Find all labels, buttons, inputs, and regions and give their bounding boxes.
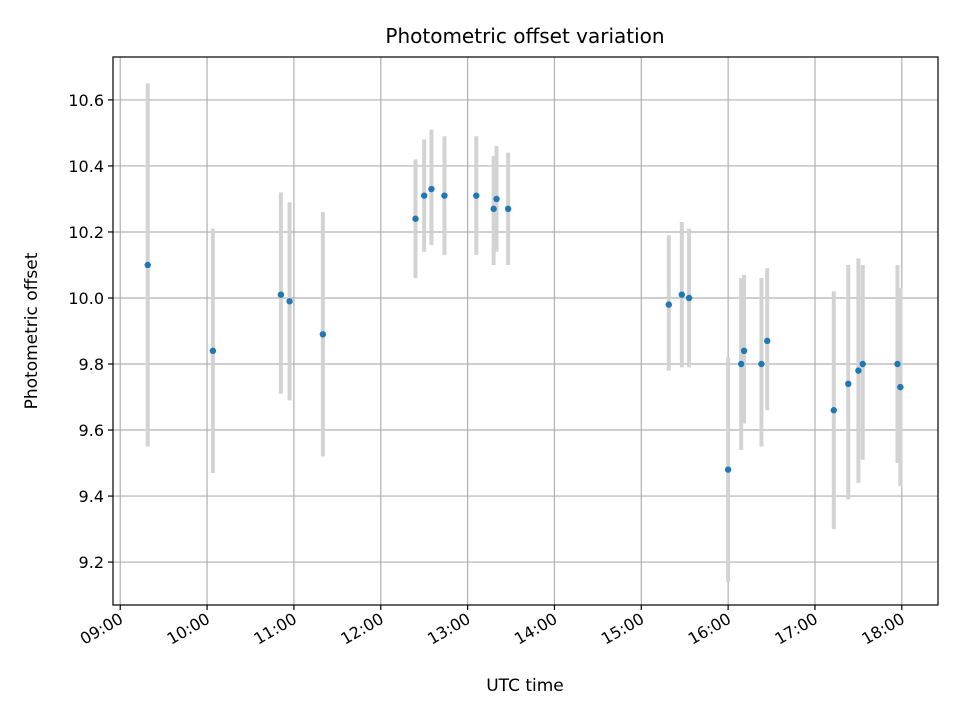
data-point bbox=[412, 215, 419, 222]
plot-area bbox=[113, 57, 938, 605]
y-tick-label: 10.4 bbox=[68, 157, 104, 176]
data-point bbox=[724, 466, 732, 473]
y-tick-label: 9.4 bbox=[79, 487, 104, 506]
plot-frame bbox=[112, 56, 939, 606]
data-point bbox=[897, 383, 904, 391]
data-point bbox=[277, 291, 285, 298]
data-point bbox=[493, 195, 500, 203]
data-point bbox=[473, 192, 480, 199]
data-point bbox=[319, 331, 327, 338]
data-points bbox=[144, 185, 904, 473]
data-point bbox=[420, 192, 428, 199]
y-tick-label: 9.8 bbox=[79, 355, 104, 374]
data-point bbox=[504, 205, 512, 213]
data-point bbox=[737, 360, 745, 368]
data-point bbox=[764, 337, 771, 345]
data-point bbox=[428, 185, 435, 193]
data-point bbox=[894, 360, 901, 368]
y-tick-label: 10.2 bbox=[68, 223, 104, 242]
data-point bbox=[209, 347, 217, 355]
data-point bbox=[855, 367, 862, 374]
data-point bbox=[845, 380, 852, 388]
y-tick-label: 9.6 bbox=[79, 421, 104, 440]
data-point bbox=[859, 360, 866, 368]
y-axis: 9.2 9.4 9.6 9.8 10.0 10.2 10.4 10.6 bbox=[68, 91, 113, 572]
y-tick-label: 10.0 bbox=[68, 289, 104, 308]
data-point bbox=[740, 347, 748, 355]
data-point bbox=[665, 301, 672, 308]
data-point bbox=[441, 192, 448, 199]
y-axis-label: Photometric offset bbox=[22, 252, 42, 409]
data-point bbox=[678, 291, 686, 298]
data-point bbox=[758, 360, 765, 368]
x-axis-label: UTC time bbox=[486, 676, 564, 696]
data-point bbox=[286, 298, 293, 305]
data-point bbox=[490, 205, 497, 213]
y-tick-label: 9.2 bbox=[79, 553, 104, 572]
chart-title: Photometric offset variation bbox=[385, 24, 664, 48]
y-tick-label: 10.6 bbox=[68, 91, 104, 110]
data-point bbox=[685, 294, 693, 302]
data-point bbox=[144, 261, 151, 269]
data-point bbox=[830, 407, 837, 414]
